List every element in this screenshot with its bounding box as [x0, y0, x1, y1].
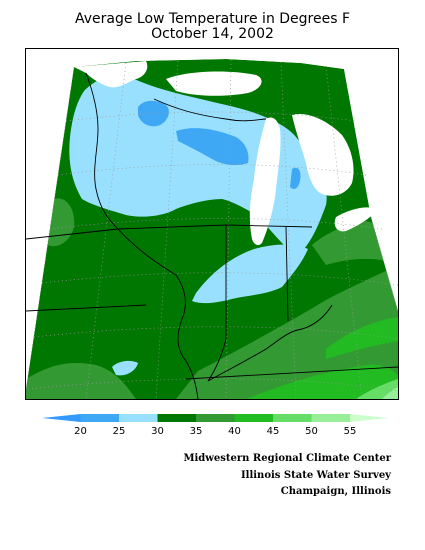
legend-bin: [42, 414, 81, 422]
credit-center: Midwestern Regional Climate Center: [183, 453, 391, 464]
boundary-mi-up: [153, 98, 267, 122]
legend-tick-label: 45: [267, 426, 280, 437]
region-t50-55: [382, 387, 398, 399]
boundary-oh-river: [207, 304, 333, 382]
map-title: Average Low Temperature in Degrees F: [74, 11, 351, 27]
map-date: October 14, 2002: [151, 26, 274, 42]
region-t25-30-south: [112, 360, 138, 376]
legend-color-bins: [42, 414, 389, 422]
lake-superior: [74, 61, 148, 88]
legend-bin: [273, 414, 312, 422]
legend-bin: [350, 414, 389, 422]
boundary-wi-il: [117, 224, 227, 230]
outside-ne: [344, 69, 398, 311]
outside-nw: [26, 49, 74, 389]
outside-top: [26, 49, 398, 69]
boundary-il-in: [207, 225, 227, 382]
boundary-mn-wi: [85, 72, 119, 230]
boundary-iowa-north: [26, 228, 119, 240]
legend-tick-label: 55: [344, 426, 357, 437]
boundary-mi-in-oh: [225, 224, 313, 228]
legend-bin: [234, 414, 273, 422]
boundary-ky-tn: [185, 366, 398, 380]
temperature-map: [25, 48, 399, 400]
region-t40-45: [246, 364, 398, 399]
boundary-mississippi: [117, 228, 199, 399]
lake-michigan: [249, 117, 281, 246]
legend-bin: [311, 414, 350, 422]
legend-tick-label: 20: [74, 426, 87, 437]
legend-tick-label: 35: [190, 426, 203, 437]
region-t45-50: [356, 379, 398, 399]
color-legend: 20 25 30 35 40 45 50 55: [0, 406, 425, 446]
lake-erie: [334, 207, 378, 232]
legend-tick-label: 25: [113, 426, 126, 437]
region-t20-25-upper-mi: [138, 100, 169, 127]
legend-tick-label: 50: [305, 426, 318, 437]
credit-location: Champaign, Illinois: [280, 486, 391, 497]
legend-tick-label: 40: [228, 426, 241, 437]
region-t40-45-ohio: [326, 317, 398, 359]
lake-superior-east: [166, 71, 262, 96]
legend-bin: [157, 414, 196, 422]
legend-bin: [196, 414, 235, 422]
region-t25-30-illinois-indiana: [192, 244, 308, 304]
region-t35-40-southwest: [26, 362, 136, 399]
region-t20-25-n-mi: [176, 128, 249, 166]
region-t35-40-southeast: [176, 265, 398, 399]
boundary-in-oh: [285, 226, 289, 322]
credit-survey: Illinois State Water Survey: [240, 470, 391, 481]
graticule: [26, 59, 398, 399]
legend-tick-label: 30: [151, 426, 164, 437]
legend-bin: [80, 414, 119, 422]
lake-huron: [292, 113, 354, 196]
state-boundaries: [26, 72, 398, 399]
region-t20-25-ne: [290, 167, 301, 189]
legend-tick-labels: 20 25 30 35 40 45 50 55: [74, 426, 356, 437]
boundary-iowa-mo: [26, 304, 147, 312]
legend-bin: [119, 414, 158, 422]
